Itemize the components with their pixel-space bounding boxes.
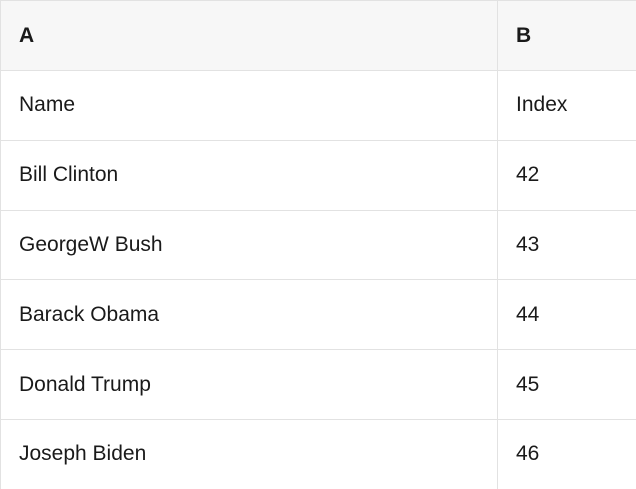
cell-column-a[interactable]: Name <box>1 71 498 140</box>
table-body: Name Index Bill Clinton 42 GeorgeW Bush … <box>1 71 636 489</box>
table-row: Joseph Biden 46 <box>1 419 636 489</box>
cell-column-b[interactable]: 42 <box>516 163 540 187</box>
cell-column-b[interactable]: 45 <box>516 372 540 396</box>
cell-column-a[interactable]: Bill Clinton <box>1 140 498 210</box>
cell-column-b[interactable]: Index <box>516 93 568 117</box>
table-row: Donald Trump 45 <box>1 350 636 420</box>
table-row: Barack Obama 44 <box>1 280 636 351</box>
cell-column-a[interactable]: Donald Trump <box>1 350 498 419</box>
cell-column-a[interactable]: GeorgeW Bush <box>1 210 498 280</box>
cell-column-a[interactable]: Joseph Biden <box>1 419 498 489</box>
table-row: GeorgeW Bush 43 <box>1 210 636 281</box>
column-header-a[interactable]: A <box>1 1 498 70</box>
table-row: Name Index <box>1 71 636 141</box>
column-header-b[interactable]: B <box>516 23 532 47</box>
cell-column-a[interactable]: Barack Obama <box>1 280 498 350</box>
table-row: Bill Clinton 42 <box>1 140 636 211</box>
cell-column-b[interactable]: 46 <box>516 442 540 466</box>
cell-column-b[interactable]: 44 <box>516 302 540 326</box>
cell-column-b[interactable]: 43 <box>516 232 540 256</box>
column-header-row: A B <box>1 1 636 71</box>
